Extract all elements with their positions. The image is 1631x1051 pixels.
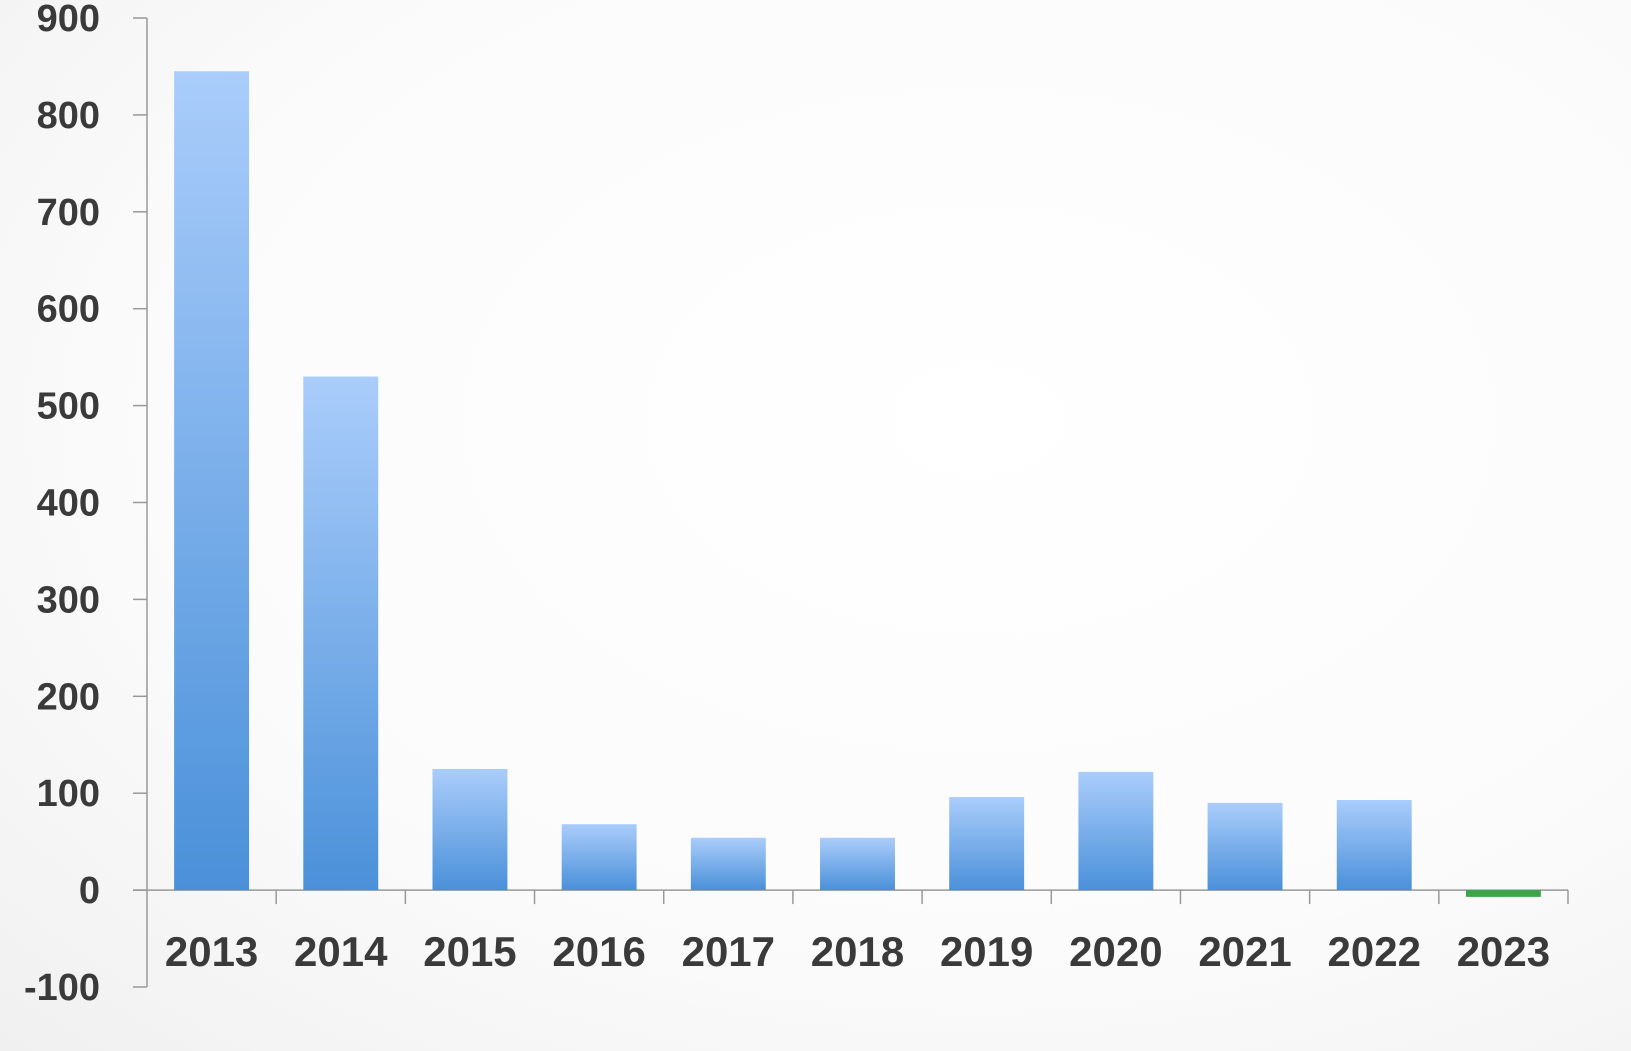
x-tick-label: 2013 bbox=[165, 928, 258, 975]
bar-2014 bbox=[303, 376, 379, 891]
bar-2020 bbox=[1078, 771, 1154, 891]
x-tick-label: 2014 bbox=[294, 928, 388, 975]
y-tick-label: 100 bbox=[37, 773, 100, 815]
y-tick-label: 900 bbox=[37, 0, 100, 40]
y-tick-label: 300 bbox=[37, 579, 100, 621]
bar-2019 bbox=[949, 797, 1025, 891]
y-tick-label: 400 bbox=[37, 483, 100, 525]
y-axis bbox=[133, 17, 148, 988]
y-tick-label: 0 bbox=[79, 870, 100, 912]
y-tick-labels: -100 0 100 200 300 400 500 600 700 800 900 bbox=[24, 0, 100, 1009]
x-tick-label: 2016 bbox=[552, 928, 645, 975]
bar-2023 bbox=[1465, 890, 1541, 897]
x-tick-label: 2018 bbox=[811, 928, 904, 975]
bar-2018 bbox=[820, 837, 895, 891]
x-tick-label: 2020 bbox=[1069, 928, 1162, 975]
x-tick-labels: 2013 2014 2015 2016 2017 2018 2019 2020 2021 2022… bbox=[165, 928, 1550, 975]
bar-2022 bbox=[1336, 799, 1412, 891]
y-tick-label: 700 bbox=[37, 192, 100, 234]
y-tick-label: 200 bbox=[37, 676, 100, 718]
x-tick-label: 2023 bbox=[1457, 928, 1550, 975]
y-tick-label: 500 bbox=[37, 386, 100, 428]
x-tick-label: 2019 bbox=[940, 928, 1033, 975]
y-tick-label: 600 bbox=[37, 289, 100, 331]
x-tick-label: 2015 bbox=[423, 928, 516, 975]
bar-2021 bbox=[1207, 802, 1283, 891]
x-axis bbox=[133, 889, 1569, 905]
x-tick-label: 2022 bbox=[1328, 928, 1421, 975]
bar-2013 bbox=[174, 71, 250, 891]
x-tick-label: 2021 bbox=[1198, 928, 1291, 975]
y-tick-label: 800 bbox=[37, 95, 100, 137]
bar-2017 bbox=[690, 837, 766, 891]
bar-2016 bbox=[561, 824, 637, 891]
x-tick-label: 2017 bbox=[682, 928, 775, 975]
bars bbox=[174, 71, 1541, 897]
bar-2015 bbox=[432, 768, 508, 891]
y-tick-label: -100 bbox=[24, 967, 100, 1009]
